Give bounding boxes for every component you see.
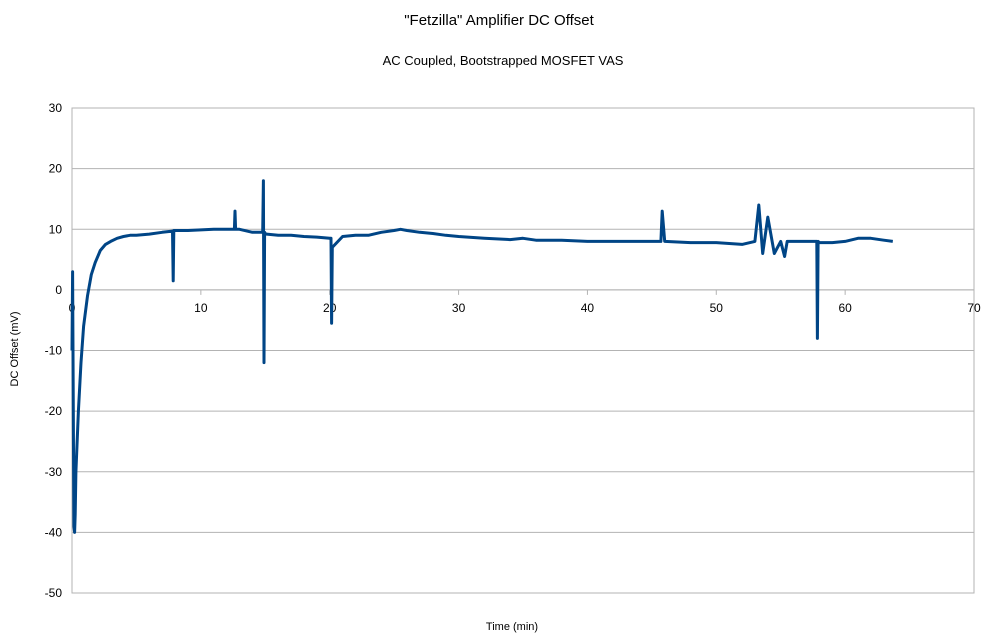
- series-group: [70, 179, 893, 534]
- x-tick-label: 40: [581, 301, 595, 315]
- x-tick-label: 20: [323, 301, 337, 315]
- x-tick-labels: 0 10 20 30 40 50 60 70: [69, 289, 981, 315]
- y-tick-label: -50: [45, 586, 63, 600]
- y-tick-label: 20: [49, 162, 63, 176]
- chart-subtitle: AC Coupled, Bootstrapped MOSFET VAS: [383, 53, 624, 68]
- y-tick-label: 30: [49, 101, 63, 115]
- y-tick-label: 10: [49, 222, 63, 236]
- series-line: [70, 179, 893, 534]
- y-tick-label: -30: [45, 465, 63, 479]
- x-tick-label: 50: [710, 301, 724, 315]
- x-tick-label: 60: [838, 301, 852, 315]
- y-tick-label: -10: [45, 344, 63, 358]
- y-tick-label: -40: [45, 525, 63, 539]
- gridlines: [72, 107, 974, 594]
- y-axis-label: DC Offset (mV): [9, 312, 21, 387]
- y-tick-label: -20: [45, 404, 63, 418]
- chart-title: "Fetzilla" Amplifier DC Offset: [404, 12, 594, 29]
- x-tick-label: 10: [194, 301, 208, 315]
- x-tick-label: 70: [967, 301, 981, 315]
- x-tick-label: 30: [452, 301, 466, 315]
- y-tick-labels: 30 20 10 0 -10 -20 -30 -40 -50: [45, 101, 63, 600]
- x-axis-label: Time (min): [486, 621, 538, 633]
- y-tick-label: 0: [55, 283, 62, 297]
